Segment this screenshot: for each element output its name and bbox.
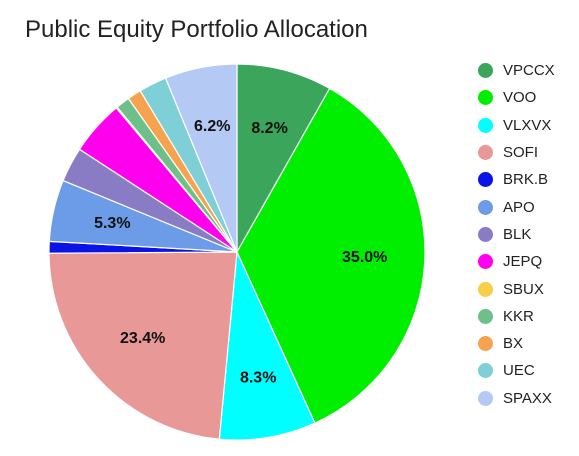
legend-label: VOO (503, 89, 537, 107)
legend-swatch (478, 254, 493, 270)
legend-label: SOFI (503, 144, 539, 162)
legend-item-apo[interactable]: APO (478, 193, 555, 220)
legend-item-spaxx[interactable]: SPAXX (478, 385, 555, 412)
legend-item-uec[interactable]: UEC (478, 357, 555, 384)
chart-title: Public Equity Portfolio Allocation (25, 16, 368, 43)
slice-label-spaxx: 6.2% (194, 118, 230, 135)
slice-label-vlxvx: 8.3% (240, 370, 276, 387)
slice-label-voo: 35.0% (342, 249, 387, 266)
legend-label: KKR (503, 307, 534, 325)
slice-label-apo: 5.3% (94, 215, 130, 232)
legend-item-jepq[interactable]: JEPQ (478, 248, 555, 275)
legend-label: UEC (503, 362, 535, 380)
legend-label: SBUX (503, 280, 544, 298)
legend-item-brk-b[interactable]: BRK.B (478, 166, 555, 193)
legend-item-vpccx[interactable]: VPCCX (478, 57, 555, 84)
legend-swatch (478, 363, 493, 379)
legend-item-sbux[interactable]: SBUX (478, 275, 555, 302)
chart-legend: VPCCX VOO VLXVX SOFI BRK.B APO BLK JEPQ SBUX KKR B… (478, 57, 555, 412)
legend-label: VPCCX (503, 62, 555, 80)
legend-swatch (478, 172, 493, 188)
legend-label: VLXVX (503, 116, 552, 134)
pie-slice-spaxx (164, 63, 238, 253)
legend-item-voo[interactable]: VOO (478, 84, 555, 111)
pie-slice-voo (236, 87, 426, 424)
legend-swatch (478, 90, 493, 106)
legend-item-sofi[interactable]: SOFI (478, 139, 555, 166)
pie-slice-sofi (48, 251, 238, 440)
legend-swatch (478, 308, 493, 324)
legend-item-bx[interactable]: BX (478, 330, 555, 357)
legend-swatch (478, 226, 493, 242)
legend-label: BX (503, 335, 524, 353)
legend-swatch (478, 199, 493, 215)
legend-item-kkr[interactable]: KKR (478, 303, 555, 330)
pie-slice-vlxvx (218, 249, 316, 441)
slice-label-vpccx: 8.2% (251, 120, 287, 137)
legend-swatch (478, 336, 493, 352)
legend-swatch (478, 390, 493, 406)
legend-swatch (478, 117, 493, 133)
legend-label: BRK.B (503, 171, 549, 189)
legend-swatch (478, 281, 493, 297)
legend-label: SPAXX (503, 389, 552, 407)
legend-item-vlxvx[interactable]: VLXVX (478, 112, 555, 139)
legend-swatch (478, 145, 493, 161)
legend-label: APO (503, 198, 535, 216)
legend-swatch (478, 63, 493, 79)
slice-label-sofi: 23.4% (120, 330, 165, 347)
pie-slice-vpccx (236, 63, 331, 255)
legend-label: BLK (503, 225, 532, 243)
legend-item-blk[interactable]: BLK (478, 221, 555, 248)
legend-label: JEPQ (503, 253, 543, 271)
